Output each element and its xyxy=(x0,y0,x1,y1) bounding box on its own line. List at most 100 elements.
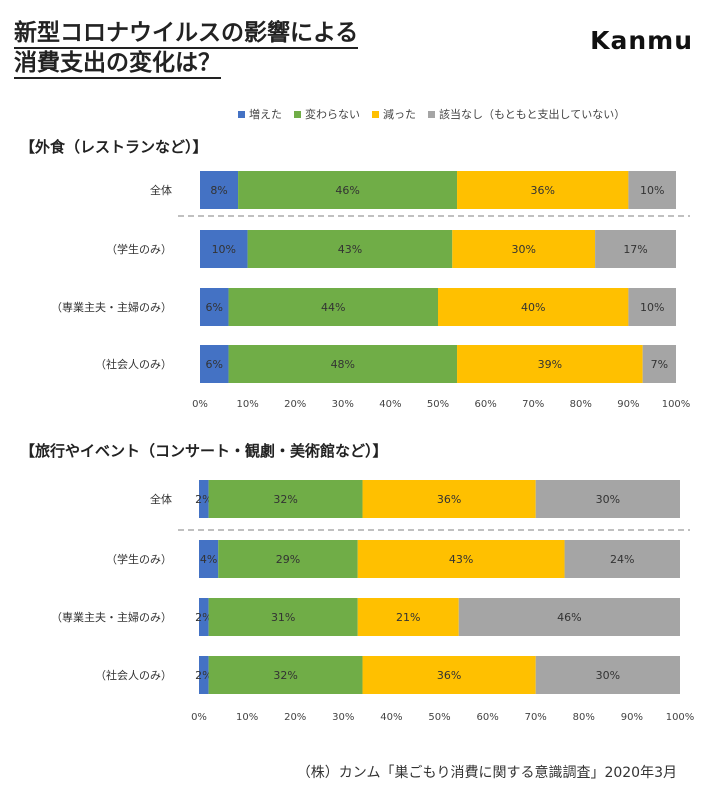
x-tick-label: 90% xyxy=(621,712,643,723)
data-label: 10% xyxy=(640,184,664,197)
data-label: 43% xyxy=(449,553,473,566)
legend-label: 変わらない xyxy=(305,108,360,121)
bar-segment xyxy=(208,656,363,694)
bar-segment xyxy=(200,230,248,268)
bar-segment xyxy=(564,540,680,578)
bar-segment xyxy=(208,598,358,636)
data-label: 36% xyxy=(437,669,461,682)
legend-item-unchanged: 変わらない xyxy=(294,106,360,122)
data-label: 46% xyxy=(557,611,581,624)
data-label: 30% xyxy=(596,669,620,682)
data-label: 2% xyxy=(195,669,212,682)
legend-swatch xyxy=(238,110,245,118)
category-label: （専業主夫・主婦のみ） xyxy=(51,610,172,624)
bar-segment xyxy=(247,230,453,268)
bar-segment xyxy=(458,598,680,636)
data-label: 48% xyxy=(331,358,355,371)
x-tick-label: 80% xyxy=(573,712,595,723)
x-tick-label: 70% xyxy=(522,399,544,410)
bar-segment xyxy=(535,480,680,518)
bar-segment xyxy=(595,230,676,268)
bar-segment xyxy=(199,598,209,636)
x-tick-label: 60% xyxy=(476,712,498,723)
data-label: 30% xyxy=(511,243,535,256)
bar-segment xyxy=(628,171,676,209)
bar-segment xyxy=(200,288,229,326)
bar-segment xyxy=(457,171,629,209)
bar-segment xyxy=(208,480,363,518)
x-tick-label: 50% xyxy=(428,712,450,723)
x-tick-label: 30% xyxy=(332,712,354,723)
data-label: 43% xyxy=(338,243,362,256)
x-tick-label: 0% xyxy=(191,712,207,723)
x-tick-label: 0% xyxy=(192,399,208,410)
x-tick-label: 100% xyxy=(662,399,691,410)
category-label: （社会人のみ） xyxy=(95,668,172,682)
chart-travel-events: 全体 2% 32% 36% 30% （学生のみ） 4% 29% 43% 24% （専業主夫・主婦のみ… xyxy=(51,480,695,723)
bar-segment xyxy=(535,656,680,694)
bar-segment xyxy=(357,540,565,578)
legend-label: 減った xyxy=(383,108,416,121)
bar-segment xyxy=(438,288,629,326)
data-label: 46% xyxy=(335,184,359,197)
title-line-1: 新型コロナウイルスの影響による xyxy=(14,20,359,49)
section-title-travel-events: 【旅行やイベント（コンサート・観劇・美術館など）】 xyxy=(20,442,388,460)
x-tick-label: 90% xyxy=(617,399,639,410)
data-label: 21% xyxy=(396,611,420,624)
x-tick-label: 30% xyxy=(332,399,354,410)
x-tick-label: 20% xyxy=(284,712,306,723)
legend-swatch xyxy=(294,110,301,118)
data-label: 32% xyxy=(273,669,297,682)
x-tick-label: 40% xyxy=(379,399,401,410)
data-label: 6% xyxy=(206,358,223,371)
category-label: （専業主夫・主婦のみ） xyxy=(51,300,172,314)
bar-segment xyxy=(362,480,536,518)
bar-segment xyxy=(200,345,229,383)
legend: 増えた 変わらない 減った 該当なし（もともと支出していない） xyxy=(238,106,625,122)
data-label: 40% xyxy=(521,301,545,314)
legend-label: 該当なし（もともと支出していない） xyxy=(439,108,626,121)
x-tick-label: 10% xyxy=(236,712,258,723)
data-label: 10% xyxy=(212,243,236,256)
bar-segment xyxy=(228,345,458,383)
bar-segment xyxy=(452,230,596,268)
category-label: （学生のみ） xyxy=(106,552,172,566)
data-label: 30% xyxy=(596,493,620,506)
legend-item-decreased: 減った xyxy=(372,106,416,122)
x-tick-label: 80% xyxy=(570,399,592,410)
data-label: 4% xyxy=(200,553,217,566)
data-label: 8% xyxy=(210,184,227,197)
data-label: 10% xyxy=(640,301,664,314)
title-line-2: 消費支出の変化は？ xyxy=(14,50,221,79)
source-note: （株）カンム「巣ごもり消費に関する意識調査」2020年3月 xyxy=(296,765,677,781)
x-tick-label: 100% xyxy=(666,712,695,723)
bar-segment xyxy=(199,480,209,518)
bar-segment xyxy=(199,656,209,694)
page-title: 新型コロナウイルスの影響による 消費支出の変化は？ xyxy=(14,18,359,79)
data-label: 2% xyxy=(195,611,212,624)
legend-label: 増えた xyxy=(249,108,282,121)
data-label: 44% xyxy=(321,301,345,314)
data-label: 31% xyxy=(271,611,295,624)
bar-segment xyxy=(357,598,459,636)
x-tick-label: 40% xyxy=(380,712,402,723)
legend-swatch xyxy=(428,110,435,118)
bar-segment xyxy=(228,288,438,326)
x-tick-label: 20% xyxy=(284,399,306,410)
category-label: 全体 xyxy=(150,183,172,197)
bar-segment xyxy=(200,171,239,209)
data-label: 2% xyxy=(195,493,212,506)
bar-segment xyxy=(238,171,458,209)
data-label: 32% xyxy=(273,493,297,506)
legend-swatch xyxy=(372,110,379,118)
x-tick-label: 60% xyxy=(474,399,496,410)
category-label: （社会人のみ） xyxy=(95,357,172,371)
bar-segment xyxy=(457,345,643,383)
data-label: 17% xyxy=(623,243,647,256)
data-label: 39% xyxy=(538,358,562,371)
section-title-dining: 【外食（レストランなど）】 xyxy=(20,138,208,156)
data-label: 29% xyxy=(276,553,300,566)
chart-dining: 全体 8% 46% 36% 10% （学生のみ） 10% 43% 30% 17% （専業主夫・主婦の… xyxy=(51,171,691,410)
x-tick-label: 70% xyxy=(525,712,547,723)
data-label: 6% xyxy=(206,301,223,314)
